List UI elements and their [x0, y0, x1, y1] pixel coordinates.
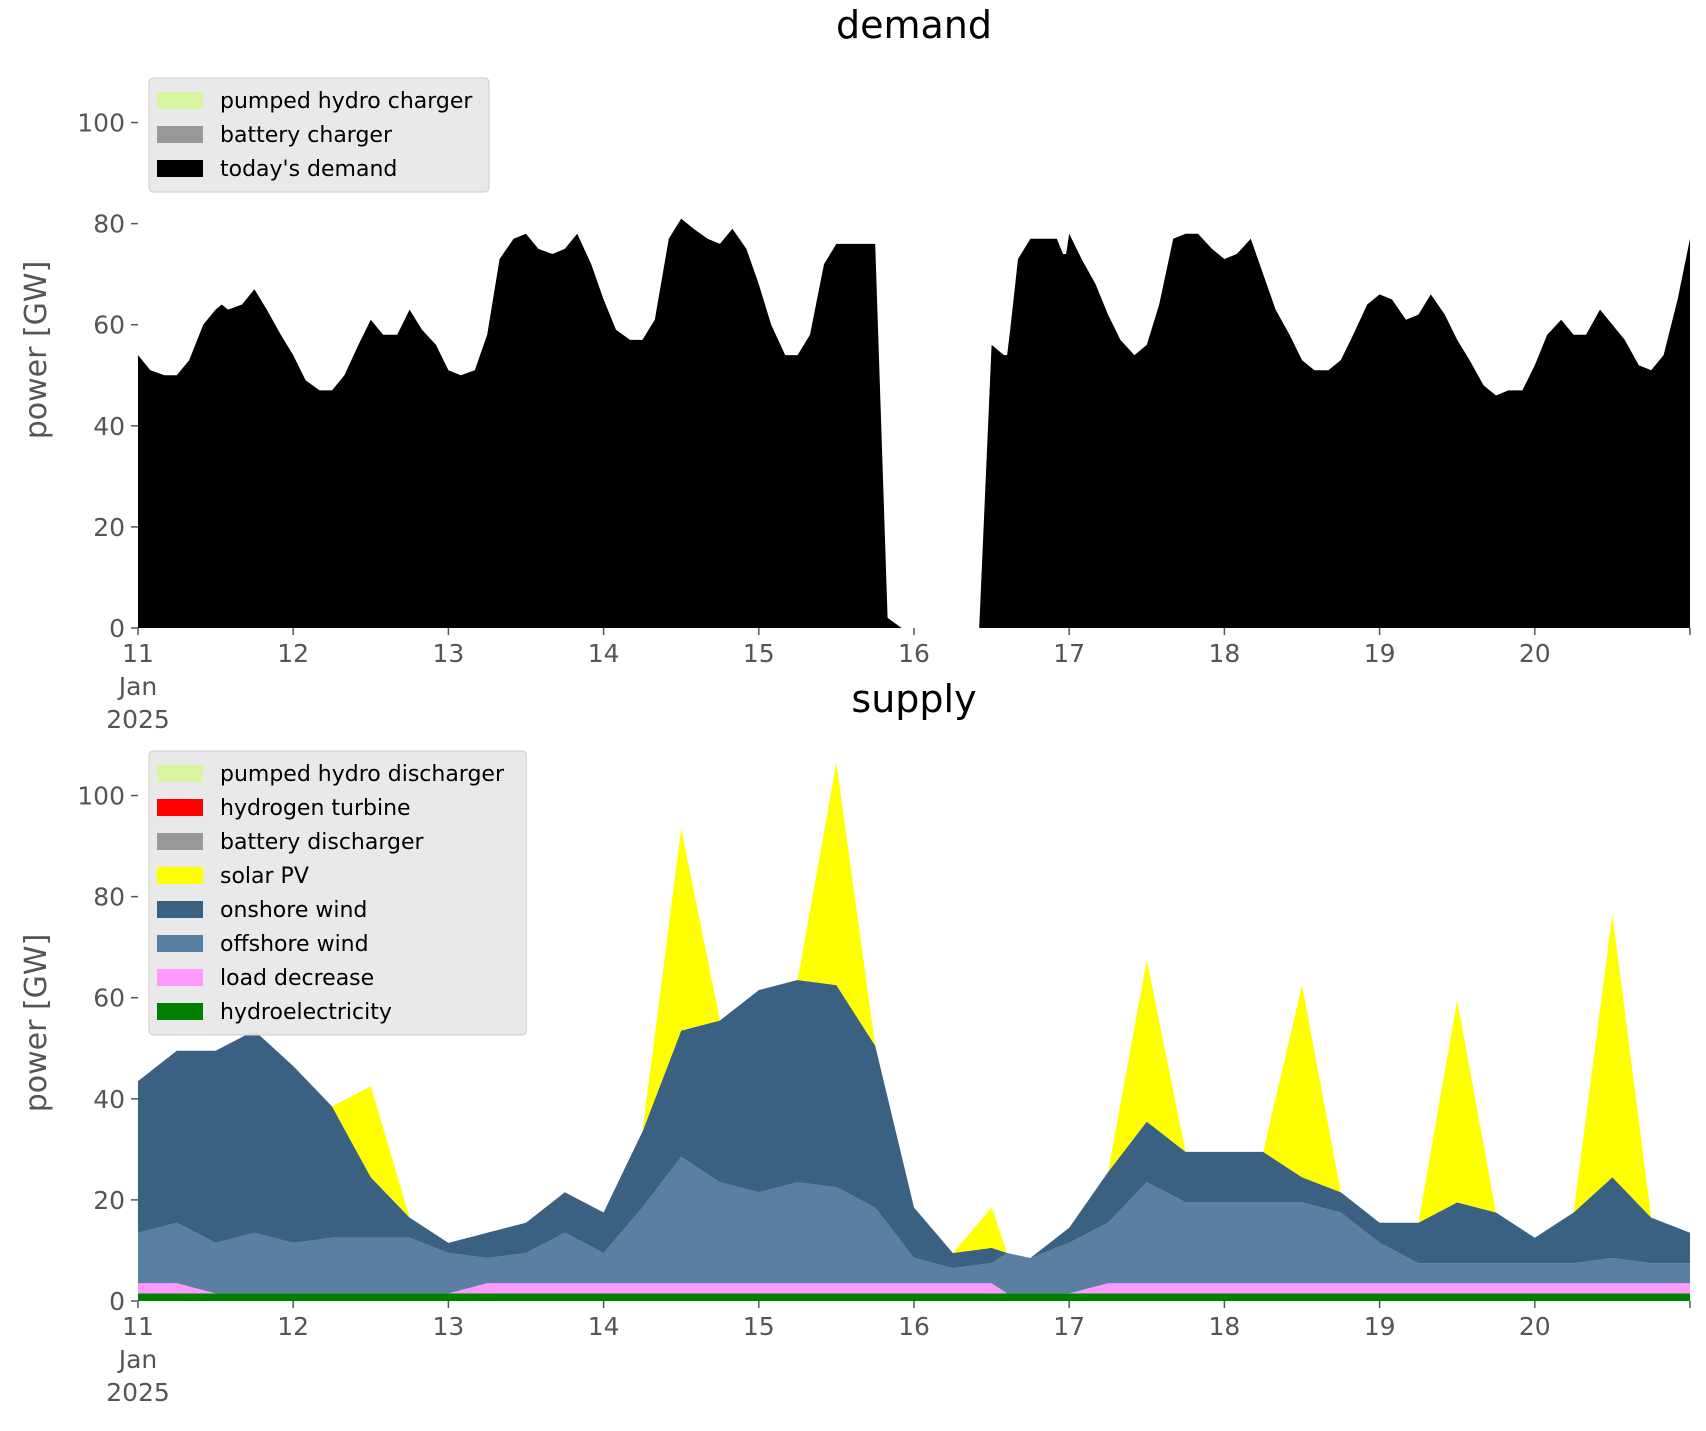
chart-title: supply — [851, 677, 976, 721]
legend-swatch-solar-pv — [157, 867, 203, 884]
legend-swatch-battery-discharger — [157, 833, 203, 850]
x-tick-label: 12 — [277, 639, 309, 668]
legend-label-hydrogen-turbine: hydrogen turbine — [220, 796, 411, 821]
x-tick-label: 19 — [1364, 1312, 1396, 1341]
stacked-areas — [138, 762, 1690, 1301]
x-tick-label: 2025 — [106, 1378, 170, 1407]
x-tick-label: 19 — [1364, 639, 1396, 668]
x-tick-label: 16 — [898, 639, 930, 668]
x-tick-label: 14 — [588, 1312, 620, 1341]
legend-label-offshore-wind: offshore wind — [220, 932, 369, 957]
legend-label-solar-pv: solar PV — [220, 864, 309, 889]
legend-label-today-s-demand: today's demand — [220, 157, 397, 182]
legend-label-load-decrease: load decrease — [220, 966, 374, 991]
legend-swatch-hydrogen-turbine — [157, 799, 203, 816]
legend-label-onshore-wind: onshore wind — [220, 898, 367, 923]
legend-swatch-hydroelectricity — [157, 1003, 203, 1020]
x-tick-label: 11 — [122, 639, 154, 668]
y-tick-label: 80 — [93, 883, 125, 912]
legend-swatch-today-s-demand — [157, 160, 203, 177]
legend-swatch-pumped-hydro-discharger — [157, 765, 203, 782]
area-today-s-demand — [138, 218, 1690, 628]
y-axis-label: power [GW] — [19, 261, 54, 440]
legend-label-hydroelectricity: hydroelectricity — [220, 1000, 392, 1025]
x-tick-label: 13 — [432, 1312, 464, 1341]
legend: pumped hydro discharger hydrogen turbine b… — [148, 750, 527, 1036]
panel-demand: 0 20 40 60 80 100 11 Jan 2025 12 13 14 15 16 17 18 19 20 d… — [19, 3, 1691, 734]
legend-label-battery-charger: battery charger — [220, 123, 393, 148]
x-tick-label: 16 — [898, 1312, 930, 1341]
x-tick-label: 17 — [1053, 639, 1085, 668]
area-hydroelectricity — [138, 1293, 1690, 1301]
y-tick-label: 0 — [109, 1287, 125, 1316]
legend-box — [148, 750, 527, 1036]
y-tick-label: 40 — [93, 1085, 125, 1114]
y-tick-label: 20 — [93, 513, 125, 542]
y-tick-label: 80 — [93, 210, 125, 239]
chart-title: demand — [836, 3, 992, 47]
y-tick-label: 20 — [93, 1186, 125, 1215]
legend: pumped hydro charger battery charger today… — [148, 77, 490, 193]
legend-box — [148, 77, 490, 193]
y-tick-label: 0 — [109, 614, 125, 643]
x-tick-label: 15 — [743, 639, 775, 668]
x-tick-label: 20 — [1519, 639, 1551, 668]
y-tick-label: 100 — [77, 109, 125, 138]
y-tick-label: 60 — [93, 311, 125, 340]
x-tick-label: 17 — [1053, 1312, 1085, 1341]
x-tick-label: 14 — [588, 639, 620, 668]
x-tick-label: 2025 — [106, 705, 170, 734]
x-tick-label: 15 — [743, 1312, 775, 1341]
area-solar-pv — [138, 762, 1690, 1258]
legend-swatch-onshore-wind — [157, 901, 203, 918]
x-tick-label: 20 — [1519, 1312, 1551, 1341]
area-onshore-wind — [138, 980, 1690, 1269]
legend-label-pumped-hydro-charger: pumped hydro charger — [220, 89, 473, 114]
y-axis-label: power [GW] — [19, 934, 54, 1113]
y-tick-label: 100 — [77, 782, 125, 811]
x-tick-label: 11 — [122, 1312, 154, 1341]
legend-swatch-battery-charger — [157, 126, 203, 143]
legend-swatch-load-decrease — [157, 969, 203, 986]
x-tick-label: 12 — [277, 1312, 309, 1341]
x-tick-label: Jan — [117, 1345, 158, 1374]
y-tick-label: 40 — [93, 412, 125, 441]
area-offshore-wind — [138, 1156, 1690, 1294]
legend-swatch-offshore-wind — [157, 935, 203, 952]
x-tick-label: 18 — [1208, 639, 1240, 668]
stacked-areas — [138, 218, 1690, 628]
x-tick-label: Jan — [117, 672, 158, 701]
panel-supply: 0 20 40 60 80 100 11 Jan 2025 12 13 14 15 16 17 18 19 20 s… — [19, 677, 1691, 1407]
area-load-decrease — [138, 1283, 1690, 1294]
legend-swatch-pumped-hydro-charger — [157, 92, 203, 109]
y-tick-label: 60 — [93, 984, 125, 1013]
x-tick-label: 18 — [1208, 1312, 1240, 1341]
legend-label-pumped-hydro-discharger: pumped hydro discharger — [220, 762, 505, 787]
x-tick-label: 13 — [432, 639, 464, 668]
legend-label-battery-discharger: battery discharger — [220, 830, 425, 855]
